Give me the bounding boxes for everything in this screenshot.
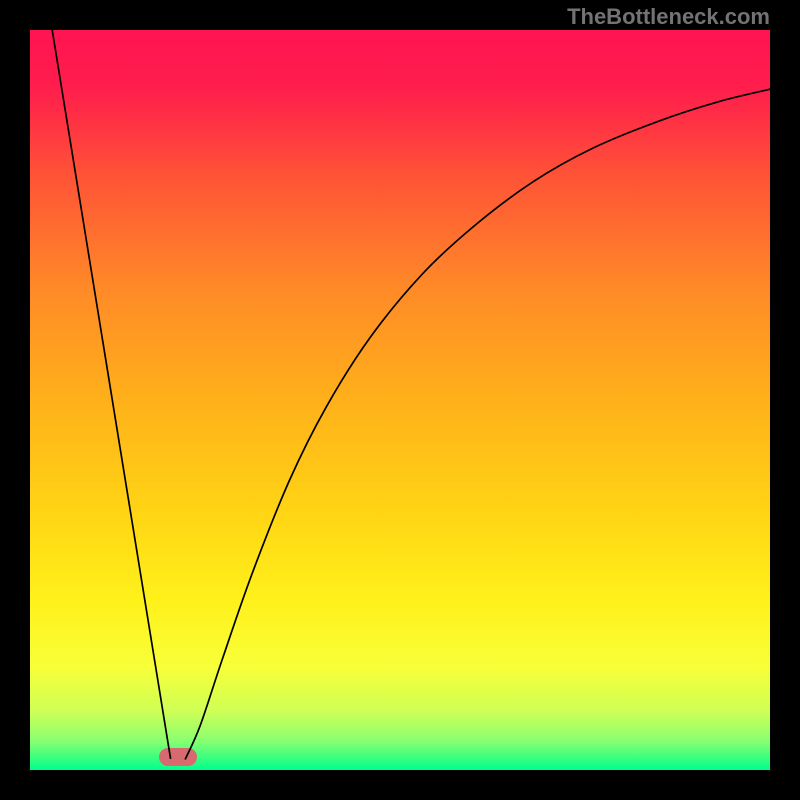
plot-border-left: [0, 0, 30, 800]
plot-border-bottom: [0, 770, 800, 800]
chart-canvas: TheBottleneck.com: [0, 0, 800, 800]
watermark-text: TheBottleneck.com: [567, 4, 770, 30]
optimum-marker: [159, 748, 197, 766]
plot-background-gradient: [30, 30, 770, 770]
plot-border-right: [770, 0, 800, 800]
